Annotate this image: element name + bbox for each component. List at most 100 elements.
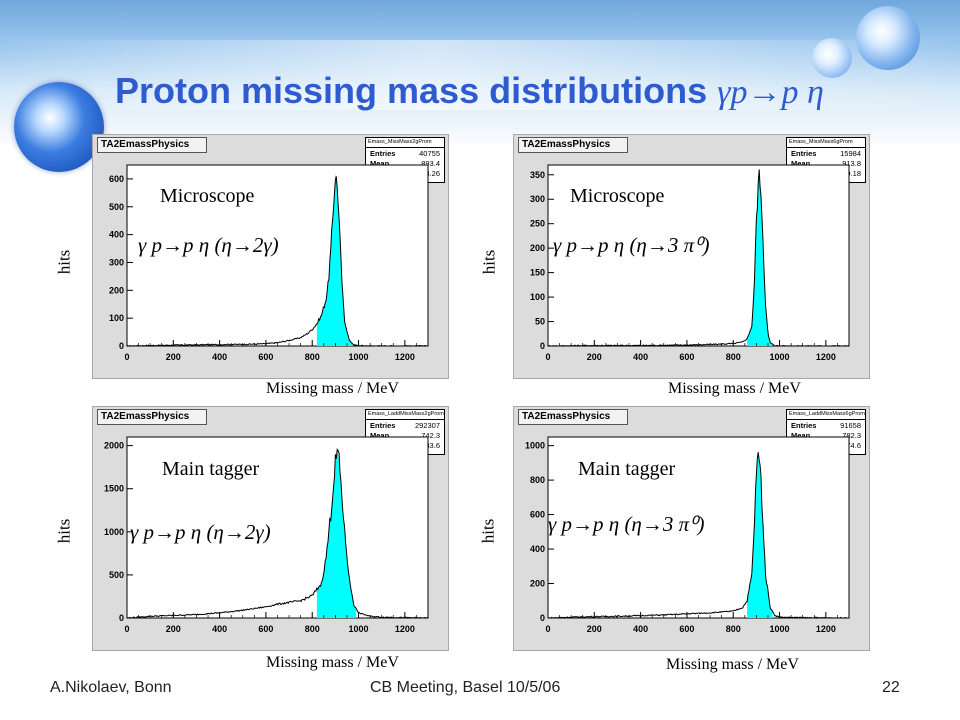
stats-value: 782.3 [842,431,861,440]
canvas-tab-title: TA2EmassPhysics [97,409,207,425]
y-tick-label: 2000 [104,441,124,451]
x-tick-label: 800 [726,624,741,634]
reaction-label: γ p→p η (η→3 π⁰) [553,233,710,257]
y-tick-label: 1000 [104,527,124,537]
histogram-curve [126,448,429,619]
canvas-tab-title: TA2EmassPhysics [97,137,207,153]
footer-author: A.Nikolaev, Bonn [50,679,172,696]
x-tick-label: 1200 [395,352,415,362]
x-tick-label: 800 [305,624,320,634]
stats-value: 53.26 [421,169,440,178]
histogram-panel: TA2EmassPhysics Emass_MissMass2gProm Entri… [92,134,449,379]
stats-box-title: Emass_MissMass6gProm [789,139,853,145]
stats-key: Mean [791,431,811,440]
x-tick-label: 600 [258,352,273,362]
plot-frame [126,436,429,619]
stats-row-mean: Mean 782.3 [791,431,863,441]
stats-row-mean: Mean 742.3 [370,431,442,441]
stats-row-mean: Mean 913.8 [791,159,863,169]
x-tick-label: 1000 [770,352,790,362]
peak-fill-area [747,452,773,618]
plot-frame [547,436,850,619]
bubble-decoration-large [856,6,920,70]
y-tick-label: 500 [109,570,124,580]
y-tick-label: 0 [540,341,545,351]
footer-meeting: CB Meeting, Basel 10/5/06 [370,679,561,696]
y-tick-label: 50 [535,317,545,327]
detector-label: Microscope [570,185,665,207]
histogram-curve [547,452,849,619]
x-tick-label: 0 [545,352,550,362]
stats-key: Mean [370,431,390,440]
y-tick-label: 200 [109,285,124,295]
y-axis-label: hits [479,249,499,275]
stats-value: 742.3 [421,431,440,440]
y-tick-label: 800 [530,475,545,485]
x-tick-label: 1000 [349,352,369,362]
x-tick-label: 600 [679,352,694,362]
stats-value: 40755 [419,149,440,158]
detector-label: Microscope [160,185,255,207]
x-tick-label: 800 [305,352,320,362]
histogram-curve [126,176,429,347]
stats-box-divider [787,419,865,420]
stats-row-entries: Entries 91658 [791,421,863,431]
stats-box-title: Emass_MissMass2gProm [368,139,432,145]
y-tick-label: 400 [109,230,124,240]
y-tick-label: 600 [109,174,124,184]
x-tick-label: 600 [679,624,694,634]
y-tick-label: 0 [540,613,545,623]
stats-row-mean: Mean 893.4 [370,159,442,169]
stats-row-entries: Entries 15984 [791,149,863,159]
slide-title-reaction: γp→p η [717,74,824,111]
y-tick-label: 400 [530,544,545,554]
stats-box-title: Emass_LaddMissMass6gProm [789,411,865,417]
header-wave-decoration [0,40,960,110]
stats-value: 15984 [840,149,861,158]
stats-value: 913.8 [842,159,861,168]
histogram-plot: 0 200 400 600 800 1000 1200 0 50 100 150 200 250 300 3… [530,164,850,362]
x-tick-label: 200 [587,624,602,634]
y-axis-label: hits [54,518,74,544]
detector-label: Main tagger [578,458,676,480]
y-tick-label: 0 [119,613,124,623]
x-tick-label: 1000 [349,624,369,634]
x-tick-label: 0 [124,624,129,634]
y-tick-label: 300 [109,257,124,267]
x-axis-label: Missing mass / MeV [666,656,799,673]
x-axis-label: Missing mass / MeV [266,654,399,671]
y-tick-label: 300 [530,194,545,204]
histogram-panel: TA2EmassPhysics Emass_LaddMissMass2gProm E… [92,406,449,651]
stats-row-entries: Entries 40755 [370,149,442,159]
stats-value: 893.4 [421,159,440,168]
x-tick-label: 1200 [816,352,836,362]
reaction-label: γ p→p η (η→3 π⁰) [548,512,705,536]
y-tick-label: 350 [530,170,545,180]
x-tick-label: 1000 [770,624,790,634]
y-axis-label: hits [478,518,498,544]
slide-title-text: Proton missing mass distributions [115,70,708,111]
footer-page-number: 22 [882,679,900,696]
peak-fill-area [316,173,354,346]
bubble-decoration-small [812,38,852,78]
stats-key: Entries [791,421,817,430]
histogram-panel: TA2EmassPhysics Emass_LaddMissMass6gProm E… [513,406,870,651]
stats-value: 183.6 [421,441,440,450]
x-tick-label: 400 [633,352,648,362]
y-tick-label: 0 [119,341,124,351]
x-tick-label: 800 [726,352,741,362]
x-axis-label: Missing mass / MeV [266,380,399,397]
y-tick-label: 100 [109,313,124,323]
stats-key: Entries [370,149,396,158]
y-axis-label: hits [54,249,74,275]
y-tick-label: 1500 [104,484,124,494]
x-tick-label: 400 [212,624,227,634]
stats-value: 174.6 [842,441,861,450]
y-tick-label: 100 [530,292,545,302]
canvas-tab-title: TA2EmassPhysics [518,409,628,425]
x-tick-label: 0 [545,624,550,634]
peak-fill-area [316,449,357,618]
stats-value: 49.18 [842,169,861,178]
stats-box-divider [787,147,865,148]
reaction-label: γ p→p η (η→2γ) [138,233,279,257]
